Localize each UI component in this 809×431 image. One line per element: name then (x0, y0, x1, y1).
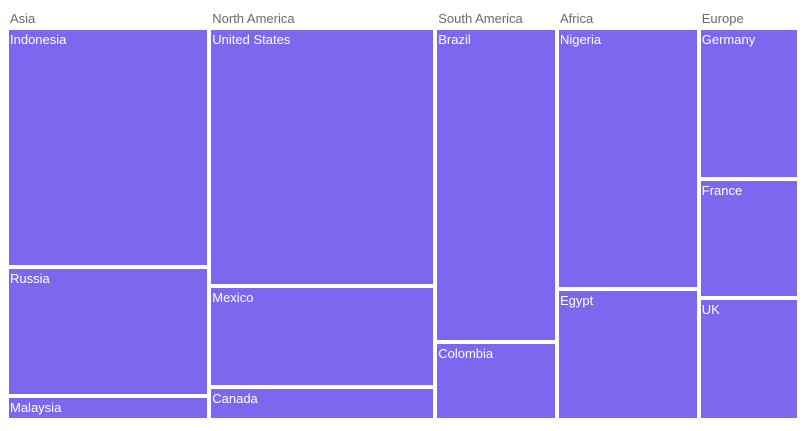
treemap-tile[interactable]: France (700, 180, 797, 296)
treemap-tile[interactable]: Malaysia (9, 398, 208, 418)
tile-label: Indonesia (10, 32, 67, 47)
tile-label: United States (212, 32, 291, 47)
treemap-tile[interactable]: Mexico (211, 287, 434, 385)
treemap-tile[interactable]: Nigeria (558, 30, 697, 287)
treemap-tile[interactable]: Brazil (437, 30, 555, 340)
treemap-tile[interactable]: UK (700, 299, 797, 418)
tile-label: Brazil (438, 32, 471, 47)
treemap-tile[interactable]: Colombia (437, 343, 555, 418)
tile-label: Nigeria (559, 32, 602, 47)
tile-label: Mexico (212, 289, 254, 305)
tile-label: UK (701, 301, 720, 317)
group-label: Asia (10, 11, 36, 26)
group-label: North America (212, 11, 295, 26)
treemap-tile[interactable]: United States (211, 30, 434, 284)
tile-label: Malaysia (10, 400, 62, 416)
tile-label: Russia (10, 271, 50, 287)
treemap-tile[interactable]: Canada (211, 388, 434, 418)
treemap-tile[interactable]: Germany (700, 30, 797, 177)
tile-label: France (701, 182, 743, 198)
tile-label: Egypt (559, 292, 594, 308)
group-label: South America (438, 11, 523, 26)
tile-label: Germany (701, 32, 756, 47)
group-label: Africa (559, 11, 594, 26)
treemap-tile[interactable]: Egypt (558, 290, 697, 418)
treemap-tile[interactable]: Indonesia (9, 30, 208, 266)
tile-label: Colombia (438, 345, 494, 361)
tile-label: Canada (212, 390, 258, 406)
group-label: Europe (701, 11, 744, 26)
treemap-tile[interactable]: Russia (9, 269, 208, 395)
